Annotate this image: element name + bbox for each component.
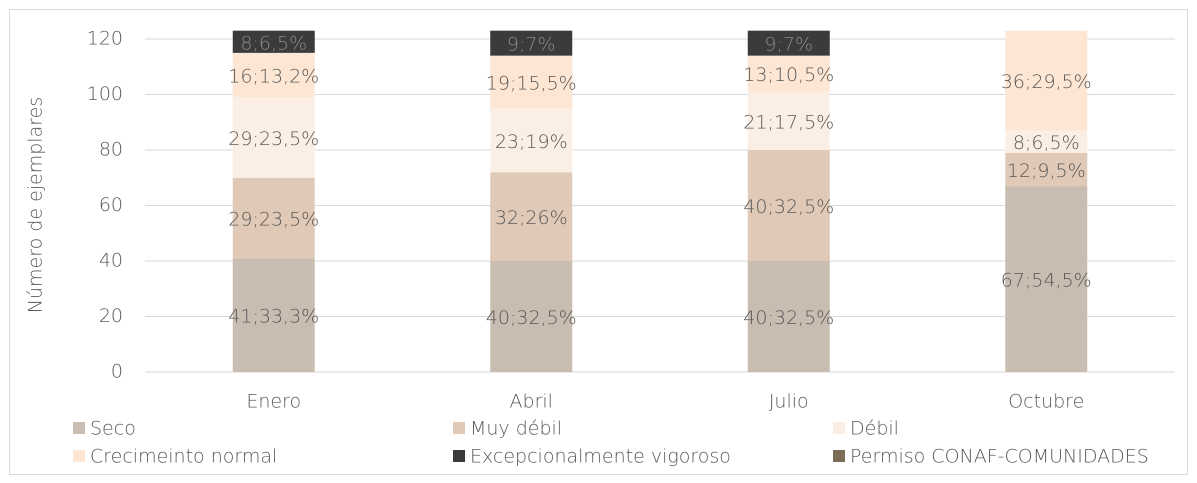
legend-label: Seco [90,418,136,440]
bar-segment [232,30,315,53]
data-label: 41;33,3% [228,306,319,328]
data-label: 9;7% [507,34,556,56]
legend-label: Crecimeinto normal [90,446,277,468]
x-tick-label: Enero [246,391,301,413]
y-tick-label: 20 [99,305,123,327]
bar-segment [1005,152,1088,187]
legend-swatch [833,422,845,434]
bar-segment [232,258,315,372]
data-label: 29;23,5% [228,128,319,150]
bar-segment [490,55,573,109]
bar-segment [747,30,830,56]
data-label: 8;6,5% [240,32,307,54]
data-label: 23;19% [495,131,568,153]
data-label: 40;32,5% [743,196,834,218]
y-tick-label: 120 [87,28,123,50]
x-tick-label: Julio [769,391,809,413]
bar-segment [490,30,573,56]
data-label: 13;10,5% [743,64,834,86]
bar-segment [232,177,315,259]
bar-segment [747,55,830,92]
legend-label: Excepcionalmente vigoroso [470,446,731,468]
y-tick-label: 40 [99,250,123,272]
bar-segment [490,172,573,261]
y-tick-label: 100 [87,83,123,105]
legend-swatch [453,450,465,462]
x-tick-label: Octubre [1008,391,1084,413]
legend-swatch [73,450,85,462]
legend-label: Débil [850,418,899,440]
bar-segment [747,261,830,372]
bar-segment [232,52,315,98]
legend-swatch [453,422,465,434]
bar-segment [1005,130,1088,153]
bar-segment [747,150,830,261]
y-tick-label: 60 [99,194,123,216]
legend-swatch [73,422,85,434]
y-tick-label: 80 [99,139,123,161]
data-label: 21;17,5% [743,111,834,133]
data-label: 29;23,5% [228,208,319,230]
y-axis-title: Número de ejemplares [25,97,47,313]
data-label: 12;9,5% [1007,160,1086,182]
y-tick-label: 0 [111,361,123,383]
bar-segment [1005,30,1088,131]
data-label: 8;6,5% [1013,132,1080,154]
data-label: 16;13,2% [228,66,319,88]
data-label: 9;7% [764,34,813,56]
data-label: 40;32,5% [743,307,834,329]
bar-segment [1005,186,1088,372]
chart-border [9,9,1188,475]
bar-segment [490,108,573,173]
data-label: 19;15,5% [486,73,577,95]
bar-segment [490,261,573,372]
legend-label: Muy débil [470,418,562,440]
data-label: 40;32,5% [486,307,577,329]
x-tick-label: Abril [510,391,553,413]
data-label: 67;54,5% [1001,270,1092,292]
data-label: 36;29,5% [1001,71,1092,93]
bar-segment [232,97,315,178]
data-label: 32;26% [495,207,568,229]
bar-segment [747,91,830,150]
legend-label: Permiso CONAF-COMUNIDADES [850,446,1149,468]
legend-swatch [833,450,845,462]
